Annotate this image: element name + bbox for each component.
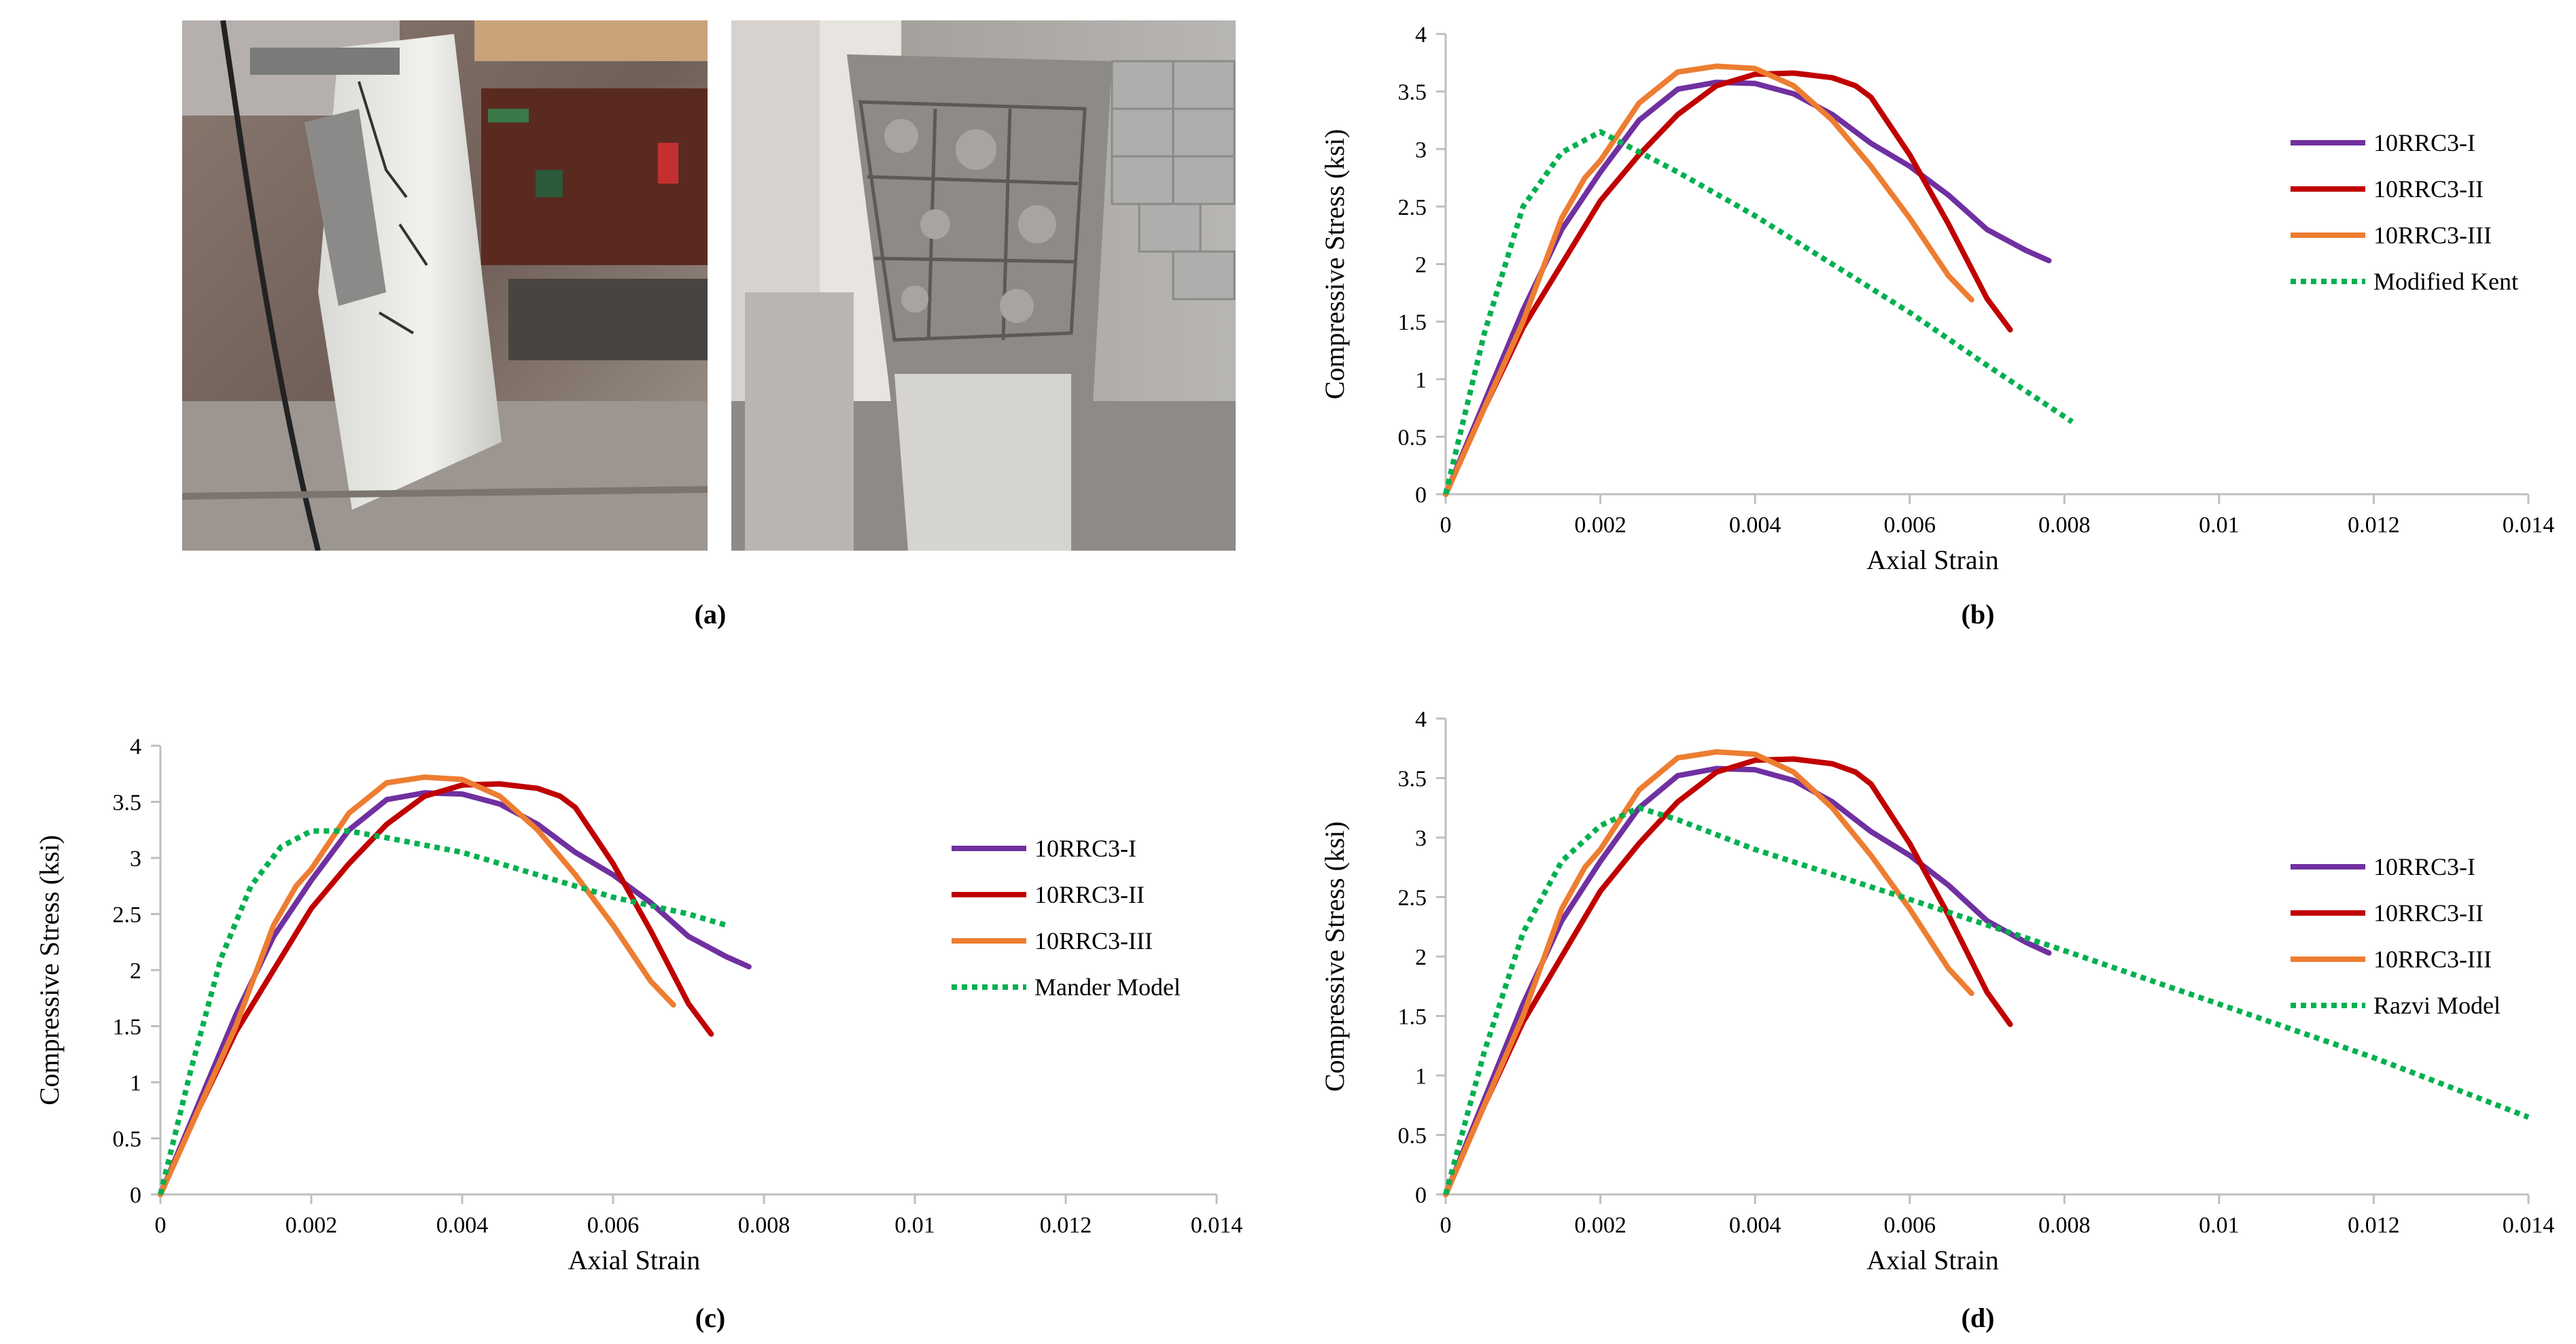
legend-label: Modified Kent	[2373, 268, 2518, 295]
x-axis-title: Axial Strain	[1866, 1245, 1998, 1275]
x-tick-label: 0.002	[1574, 513, 1626, 538]
y-tick-label: 3.5	[1398, 767, 1427, 792]
y-tick-label: 3.5	[1398, 80, 1427, 105]
y-tick-label: 2.5	[1398, 195, 1427, 220]
y-tick-label: 1	[1415, 1064, 1427, 1089]
series-line-10rrc3-ii	[1443, 756, 2013, 1197]
x-axis-title: Axial Strain	[1866, 545, 1998, 575]
x-axis-title: Axial Strain	[568, 1245, 700, 1275]
legend-label: 10RRC3-I	[2373, 129, 2475, 156]
y-tick-label: 1.5	[1398, 1005, 1427, 1030]
legend-label: Mander Model	[1034, 973, 1181, 1001]
series-line-10rrc3-ii	[158, 781, 714, 1197]
x-tick-label: 0.008	[2038, 1213, 2091, 1238]
legend-label: 10RRC3-II	[2373, 175, 2484, 203]
y-tick-label: 1.5	[113, 1015, 142, 1040]
y-tick-label: 4	[1415, 22, 1427, 48]
chart-d: 0 0.002 0.004 0.006 0.008 0.01 0.012 0.014 0 0.5 1…	[1319, 707, 2554, 1275]
y-tick-label: 2	[130, 959, 141, 984]
specimen-photo-right	[731, 20, 1236, 551]
series-line-modified-kent	[1443, 128, 2074, 495]
panel-label-d: (d)	[1961, 1303, 1995, 1333]
legend-label: 10RRC3-I	[1034, 835, 1136, 862]
y-tick-label: 2.5	[113, 903, 142, 928]
y-tick-label: 0.5	[1398, 425, 1427, 450]
y-tick-label: 3	[1415, 137, 1427, 162]
y-tick-label: 4	[1415, 707, 1427, 732]
y-tick-label: 0	[1415, 1183, 1427, 1208]
y-tick-label: 1	[1415, 368, 1427, 393]
y-axis-title: Compressive Stress (ksi)	[1319, 129, 1350, 400]
panel-label-b: (b)	[1961, 599, 1995, 630]
y-tick-label: 0	[130, 1183, 141, 1208]
x-tick-label: 0.002	[285, 1213, 338, 1238]
x-tick-label: 0.006	[1883, 513, 1936, 538]
x-tick-label: 0	[155, 1213, 167, 1238]
chart-c: 0 0.002 0.004 0.006 0.008 0.01 0.012 0.014 0 0.5 1…	[34, 734, 1242, 1275]
x-tick-label: 0.006	[1883, 1213, 1936, 1238]
x-tick-label: 0.014	[2503, 513, 2555, 538]
chart-b: 0 0.002 0.004 0.006 0.008 0.01 0.012 0.014 0 0.5 1…	[1319, 22, 2554, 575]
legend-label: 10RRC3-III	[1034, 927, 1153, 954]
x-tick-label: 0.004	[1729, 513, 1781, 538]
y-tick-label: 1.5	[1398, 310, 1427, 335]
y-axis-title: Compressive Stress (ksi)	[34, 835, 65, 1105]
x-tick-label: 0	[1440, 513, 1452, 538]
legend-label: Razvi Model	[2373, 992, 2501, 1019]
specimen-photo-left	[182, 20, 708, 551]
y-tick-label: 1	[130, 1071, 141, 1096]
x-tick-label: 0.012	[2348, 513, 2400, 538]
x-tick-label: 0.012	[1040, 1213, 1092, 1238]
x-tick-label: 0.006	[587, 1213, 640, 1238]
y-tick-label: 2	[1415, 253, 1427, 278]
y-tick-label: 2.5	[1398, 886, 1427, 911]
series-line-razvi-model	[1443, 805, 2530, 1196]
y-axis-title: Compressive Stress (ksi)	[1319, 821, 1350, 1092]
series-line-10rrc3-iii	[1443, 749, 1974, 1197]
y-tick-label: 4	[130, 734, 141, 759]
legend-label: 10RRC3-I	[2373, 853, 2475, 880]
x-tick-label: 0.008	[738, 1213, 790, 1238]
panel-label-c: (c)	[695, 1303, 726, 1333]
x-tick-label: 0.004	[1729, 1213, 1781, 1238]
x-tick-label: 0	[1440, 1213, 1452, 1238]
x-tick-label: 0.01	[2199, 513, 2240, 538]
y-tick-label: 3.5	[113, 791, 142, 816]
y-tick-label: 3	[1415, 826, 1427, 851]
x-tick-label: 0.002	[1574, 1213, 1626, 1238]
x-tick-label: 0.004	[436, 1213, 489, 1238]
legend-label: 10RRC3-II	[1034, 881, 1145, 908]
legend-label: 10RRC3-II	[2373, 899, 2484, 927]
y-tick-label: 3	[130, 846, 141, 872]
x-tick-label: 0.014	[2503, 1213, 2555, 1238]
x-tick-label: 0.01	[2199, 1213, 2240, 1238]
series-line-mander-model	[158, 828, 727, 1195]
legend-label: 10RRC3-III	[2373, 222, 2492, 249]
x-tick-label: 0.01	[894, 1213, 935, 1238]
y-tick-label: 2	[1415, 945, 1427, 970]
panel-label-a: (a)	[694, 599, 727, 630]
series-line-10rrc3-ii	[1443, 70, 2013, 497]
legend-label: 10RRC3-III	[2373, 946, 2492, 973]
x-tick-label: 0.014	[1191, 1213, 1243, 1238]
y-tick-label: 0	[1415, 483, 1427, 508]
y-tick-label: 0.5	[1398, 1124, 1427, 1149]
y-tick-label: 0.5	[113, 1127, 142, 1152]
x-tick-label: 0.012	[2348, 1213, 2400, 1238]
series-line-10rrc3-iii	[1443, 63, 1974, 497]
series-line-10rrc3-iii	[158, 774, 676, 1197]
x-tick-label: 0.008	[2038, 513, 2091, 538]
